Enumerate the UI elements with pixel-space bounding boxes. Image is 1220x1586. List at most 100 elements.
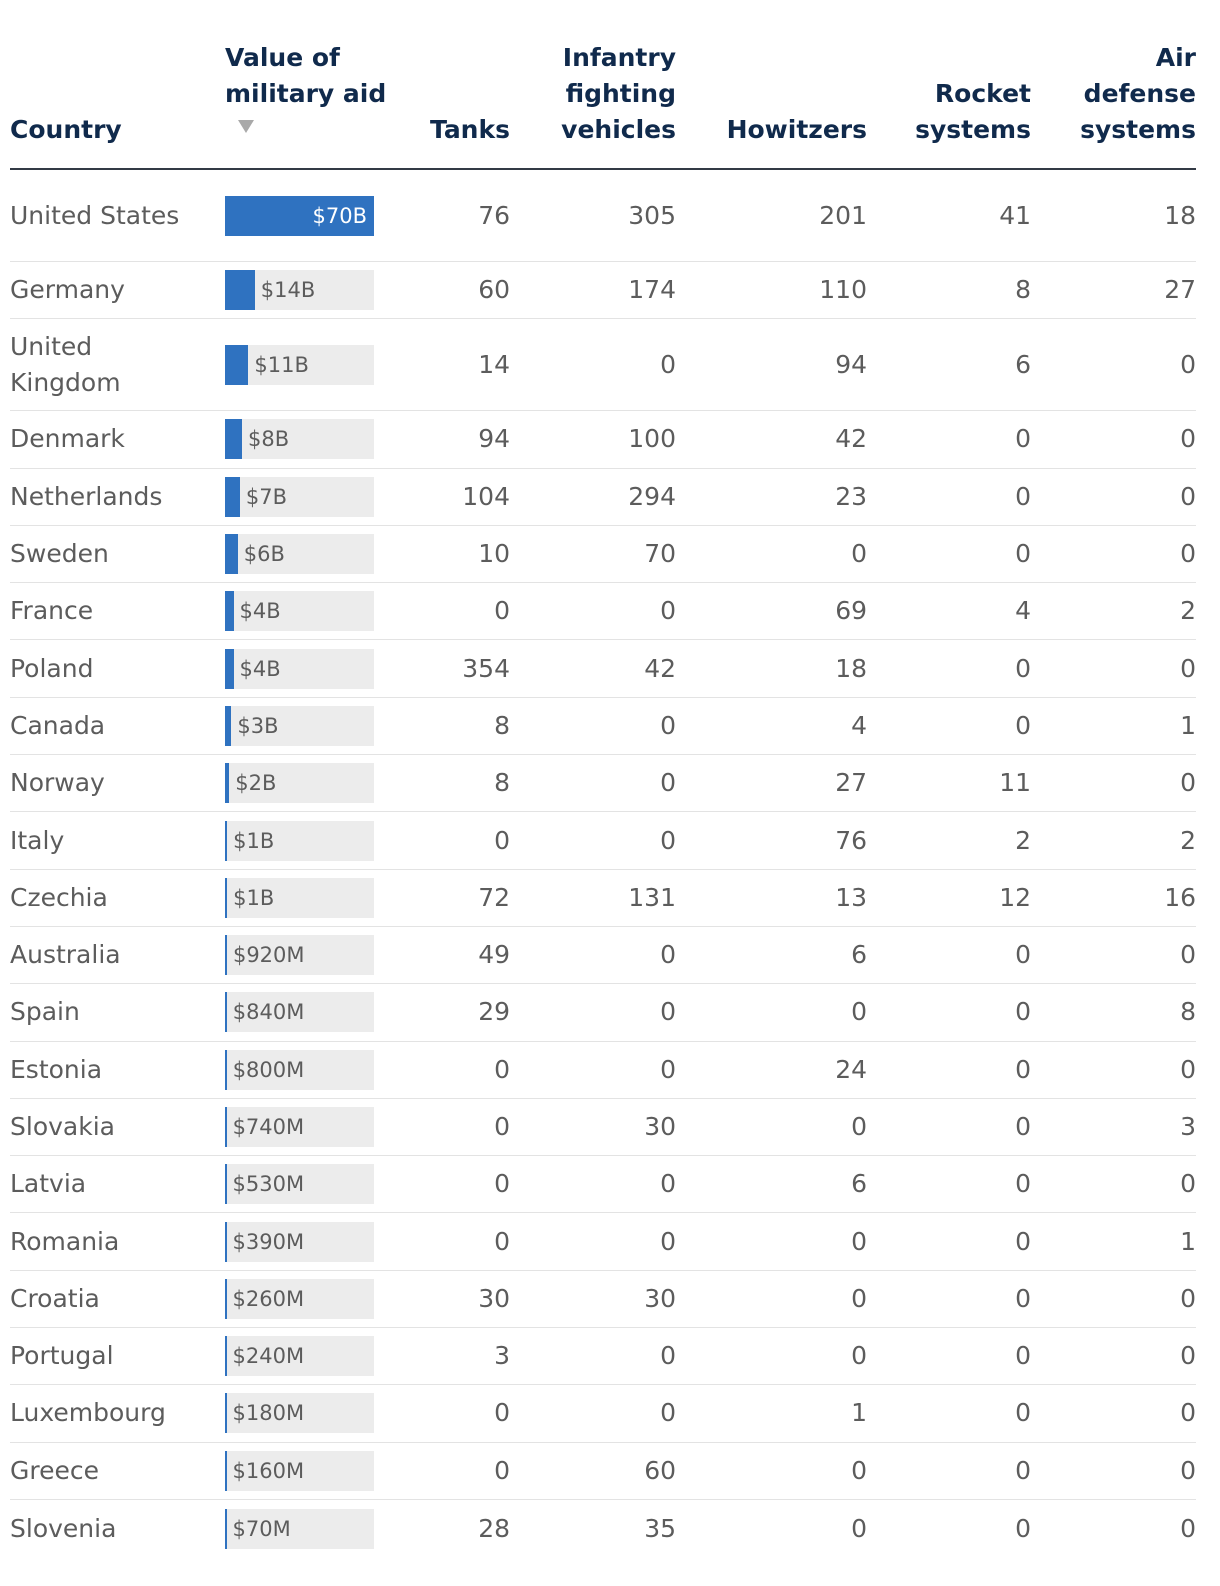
- aid-bar: [225, 195, 374, 236]
- rocket-systems-cell: 0: [1015, 710, 1031, 740]
- country-cell: Italy: [10, 825, 65, 855]
- aid-bar-track: $530M: [225, 1164, 374, 1205]
- ifv-cell: 0: [660, 1398, 676, 1428]
- country-cell: Germany: [10, 275, 125, 305]
- table-row: Denmark $8B 94 100 42 0 0: [10, 411, 1196, 469]
- aid-bar-track: $390M: [225, 1221, 374, 1262]
- aid-value-label: $11B: [254, 352, 309, 377]
- table-row: Slovenia $70M 28 35 0 0 0: [10, 1500, 1196, 1557]
- tanks-cell: 60: [478, 275, 510, 305]
- country-cell: United States: [10, 200, 180, 230]
- air-defense-cell: 0: [1180, 1398, 1196, 1428]
- header-aid-value[interactable]: Value of military aid: [225, 43, 387, 108]
- ifv-cell: 100: [628, 424, 676, 454]
- air-defense-cell: 1: [1180, 1226, 1196, 1256]
- air-defense-cell: 18: [1164, 200, 1196, 230]
- tanks-cell: 354: [462, 653, 510, 683]
- ifv-cell: 0: [660, 1054, 676, 1084]
- header-rocket-systems[interactable]: Rocket systems: [915, 79, 1031, 144]
- table-row: Spain $840M 29 0 0 0 8: [10, 984, 1196, 1042]
- ifv-cell: 42: [644, 653, 676, 683]
- ifv-cell: 0: [660, 997, 676, 1027]
- ifv-cell: 131: [628, 882, 676, 912]
- aid-value-label: $2B: [235, 771, 277, 796]
- tanks-cell: 0: [494, 1398, 510, 1428]
- table-row: Italy $1B 0 0 76 2 2: [10, 812, 1196, 870]
- tanks-cell: 14: [478, 349, 510, 379]
- air-defense-cell: 0: [1180, 1513, 1196, 1543]
- air-defense-cell: 0: [1180, 539, 1196, 569]
- ifv-cell: 70: [644, 539, 676, 569]
- table-row: Australia $920M 49 0 6 0 0: [10, 927, 1196, 985]
- aid-value-label: $240M: [232, 1344, 305, 1369]
- header-country[interactable]: Country: [10, 115, 122, 144]
- country-cell: Greece: [10, 1455, 99, 1485]
- country-cell: Spain: [10, 997, 80, 1027]
- header-air-defense-systems[interactable]: Air defense systems: [1080, 43, 1196, 144]
- sort-descending-icon[interactable]: [238, 120, 254, 133]
- rocket-systems-cell: 0: [1015, 940, 1031, 970]
- air-defense-cell: 0: [1180, 1283, 1196, 1313]
- header-tanks[interactable]: Tanks: [429, 115, 510, 144]
- air-defense-cell: 3: [1180, 1112, 1196, 1141]
- aid-value-label: $840M: [232, 1000, 305, 1025]
- ifv-cell: 0: [660, 940, 676, 970]
- aid-bar-track: $240M: [225, 1336, 374, 1377]
- ifv-cell: 0: [660, 710, 676, 740]
- header-infantry-fighting-vehicles[interactable]: Infantry fighting vehicles: [561, 43, 676, 144]
- rocket-systems-cell: 4: [1015, 596, 1031, 626]
- aid-bar-track: $8B: [225, 419, 374, 460]
- table-row: Germany $14B 60 174 110 8 27: [10, 262, 1196, 320]
- ifv-cell: 60: [644, 1455, 676, 1485]
- aid-bar-track: $840M: [225, 992, 374, 1033]
- howitzers-cell: 201: [819, 200, 867, 230]
- aid-bar-track: $14B: [225, 270, 374, 311]
- aid-value-label: $7B: [245, 484, 288, 509]
- table-row: Estonia $800M 0 0 24 0 0: [10, 1042, 1196, 1099]
- table-row: Portugal $240M 3 0 0 0 0: [10, 1328, 1196, 1386]
- aid-value-label: $8B: [248, 427, 290, 452]
- rocket-systems-cell: 0: [1015, 1283, 1031, 1313]
- tanks-cell: 10: [478, 539, 510, 569]
- howitzers-cell: 1: [851, 1398, 867, 1428]
- country-cell: Norway: [10, 768, 105, 798]
- tanks-cell: 0: [494, 1226, 510, 1256]
- table-row: Latvia $530M 0 0 6 0 0: [10, 1156, 1196, 1214]
- aid-bar-track: $920M: [225, 935, 374, 976]
- table-row: United States $70B 76 305 201 41 18: [10, 170, 1196, 262]
- header-howitzers[interactable]: Howitzers: [726, 115, 867, 144]
- aid-bar: [225, 1221, 227, 1262]
- tanks-cell: 0: [494, 1112, 510, 1141]
- ifv-cell: 35: [644, 1513, 676, 1543]
- rocket-systems-cell: 0: [1015, 653, 1031, 683]
- aid-value-label: $1B: [233, 828, 275, 853]
- rocket-systems-cell: 0: [1015, 424, 1031, 454]
- air-defense-cell: 0: [1180, 1169, 1196, 1199]
- tanks-cell: 8: [494, 710, 510, 740]
- table-row: Slovakia $740M 0 30 0 0 3: [10, 1099, 1196, 1157]
- aid-value-label: $180M: [232, 1401, 305, 1426]
- aid-bar: [225, 534, 238, 575]
- ifv-cell: 0: [660, 596, 676, 626]
- aid-value-label: $70B: [312, 203, 368, 228]
- country-cell: Canada: [10, 710, 106, 740]
- rocket-systems-cell: 41: [999, 200, 1031, 230]
- military-aid-table: Country Value of military aid Tanks Infa…: [10, 0, 1196, 1557]
- ifv-cell: 0: [660, 768, 676, 798]
- tanks-cell: 49: [478, 940, 510, 970]
- table-row: Poland $4B 354 42 18 0 0: [10, 640, 1196, 698]
- aid-bar: [225, 1336, 227, 1377]
- tanks-cell: 28: [478, 1513, 510, 1543]
- aid-value-label: $260M: [232, 1286, 305, 1311]
- country-cell: Latvia: [10, 1169, 87, 1199]
- air-defense-cell: 0: [1180, 349, 1196, 379]
- air-defense-cell: 8: [1180, 997, 1196, 1027]
- rocket-systems-cell: 12: [999, 882, 1031, 912]
- country-cell: United Kingdom: [10, 331, 121, 397]
- howitzers-cell: 110: [819, 275, 867, 305]
- aid-value-label: $14B: [260, 278, 316, 303]
- table-row: Czechia $1B 72 131 13 12 16: [10, 870, 1196, 927]
- air-defense-cell: 0: [1180, 653, 1196, 683]
- howitzers-cell: 0: [851, 997, 867, 1027]
- aid-value-label: $530M: [232, 1172, 305, 1197]
